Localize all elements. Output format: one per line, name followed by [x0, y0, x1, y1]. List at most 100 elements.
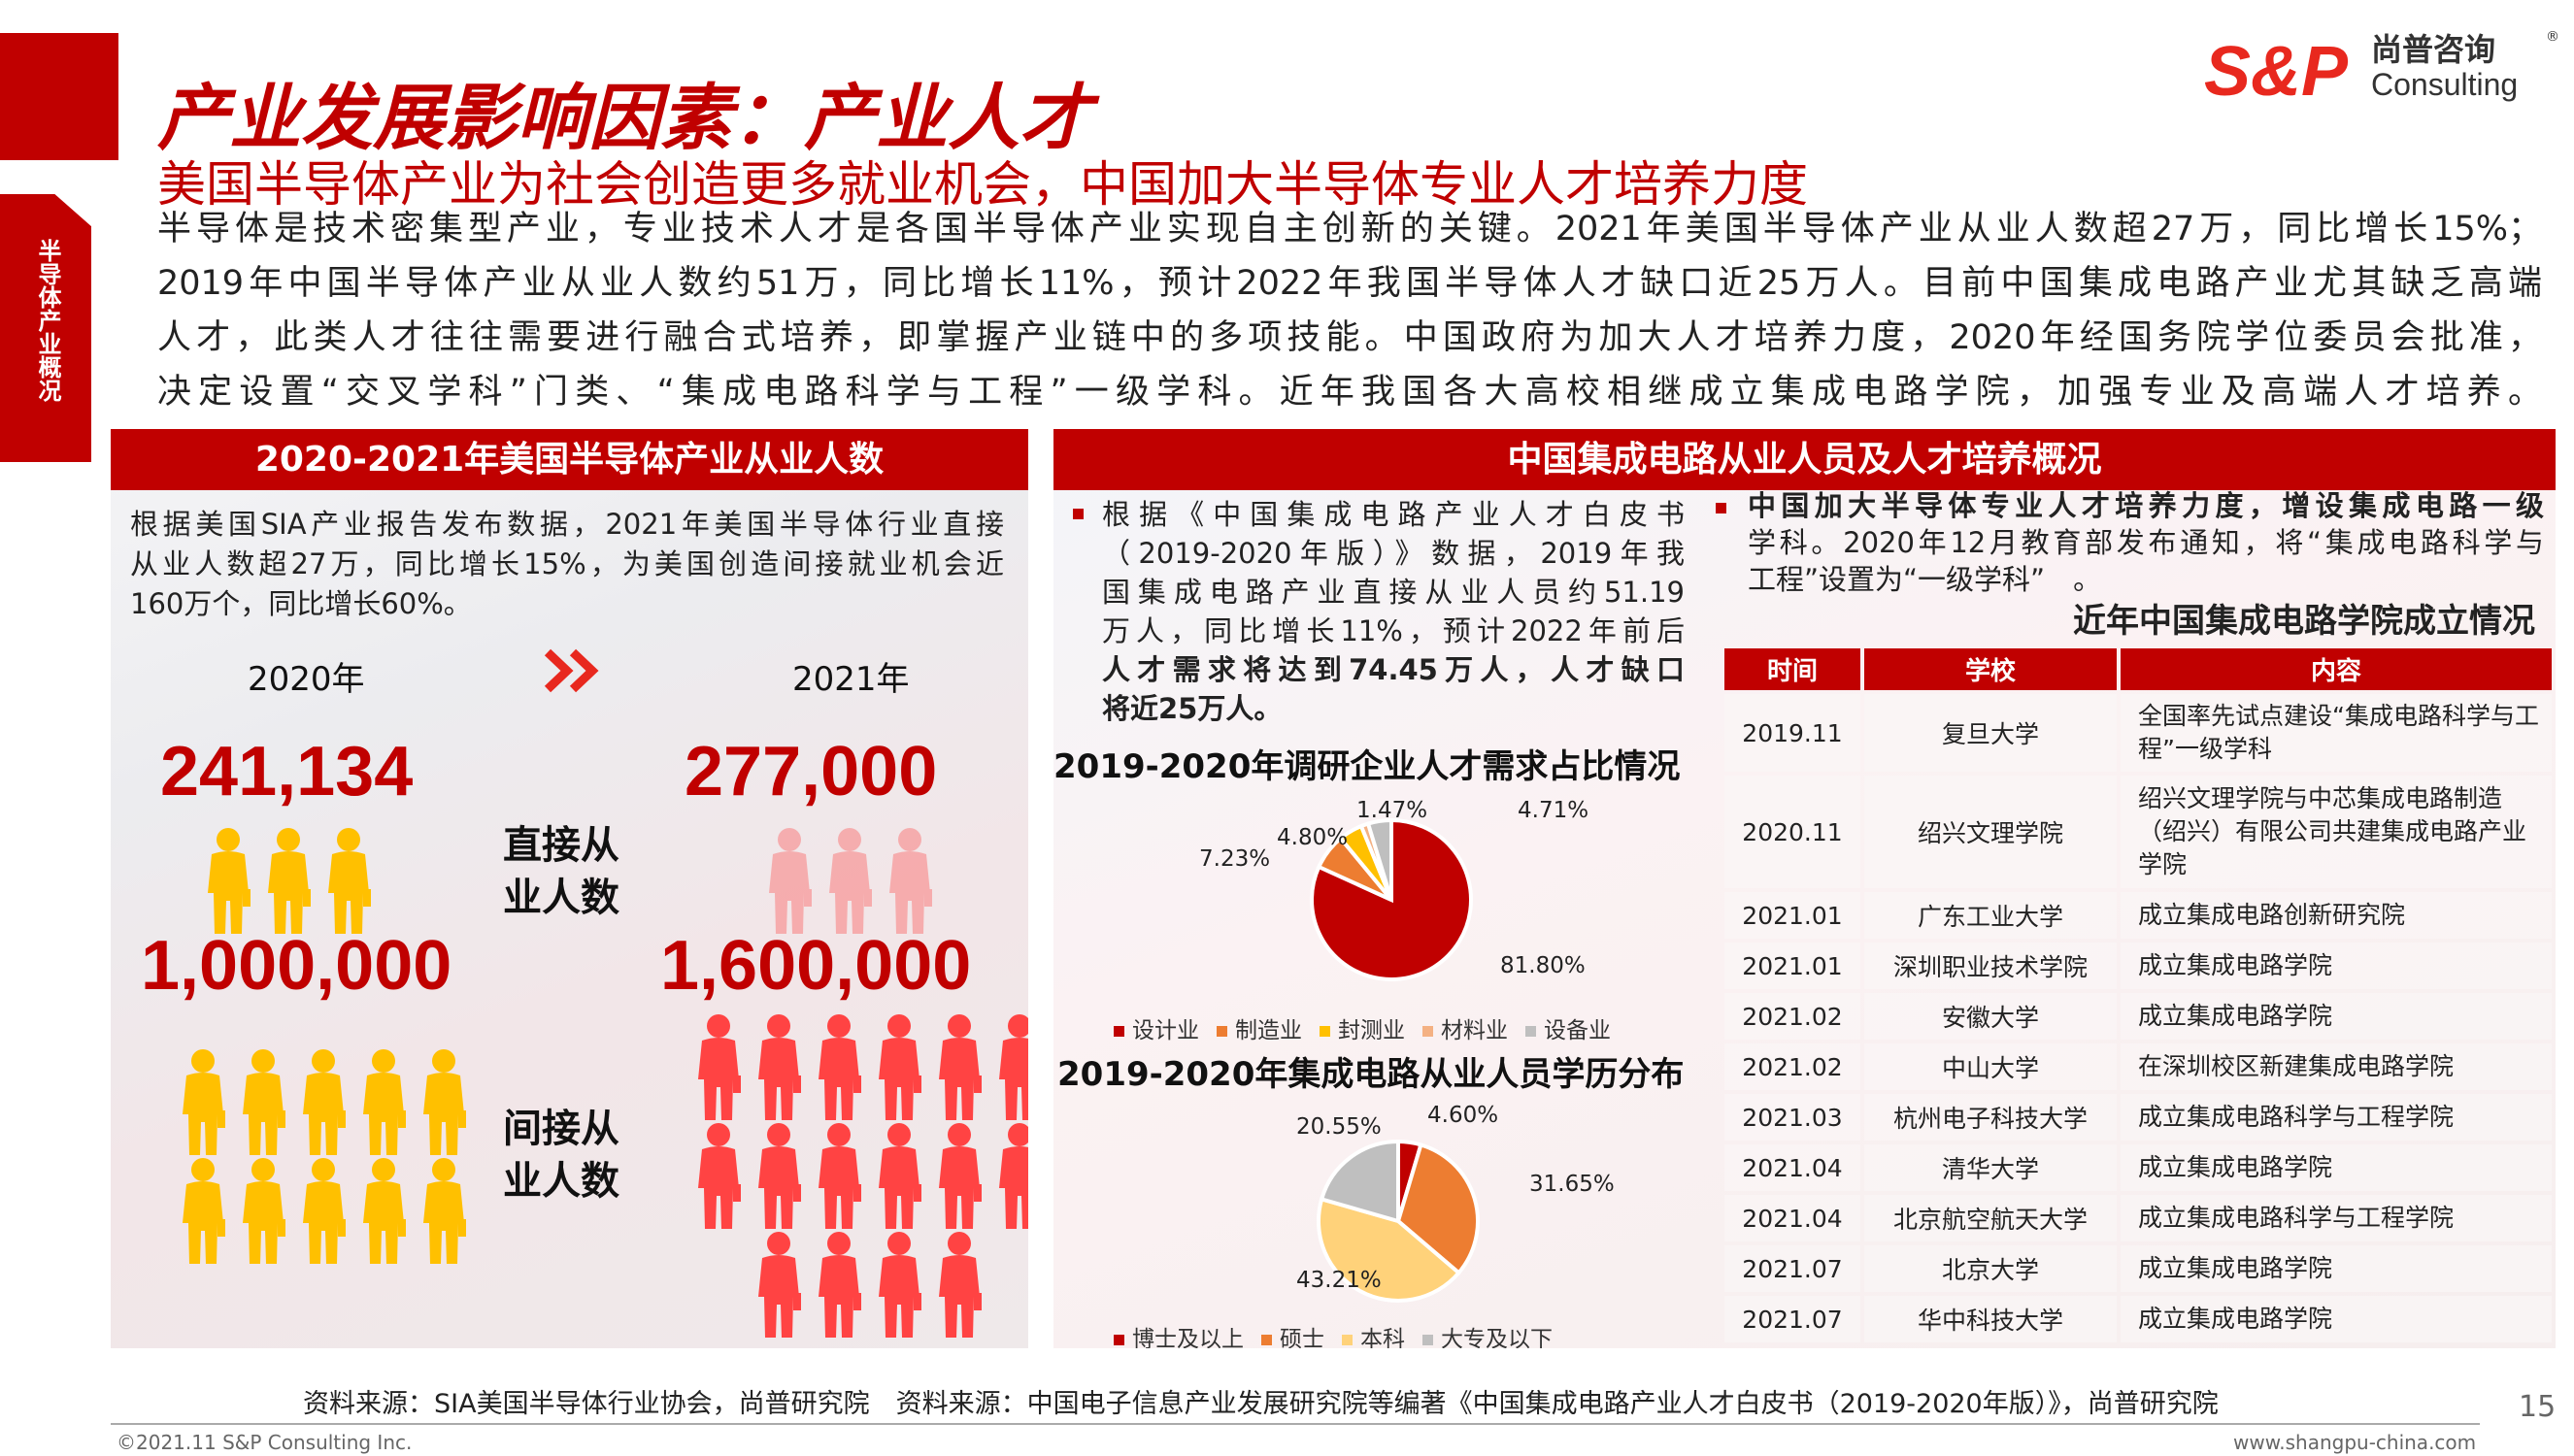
para-line: 将近25万人。	[1102, 692, 1283, 725]
year-2021-label: 2021年	[792, 660, 910, 699]
school-cell: 杭州电子科技大学	[1864, 1094, 2117, 1141]
label-line: 间接从	[503, 1107, 619, 1151]
content-cell: 成立集成电路学院	[2121, 943, 2552, 989]
person-icon	[268, 828, 311, 934]
time-cell: 2021.04	[1724, 1195, 1860, 1241]
indirect-2021-people	[685, 1011, 1028, 1338]
panel-header: 2020-2021年美国半导体产业从业人数	[111, 429, 1028, 490]
para-line: 人才需求将达到74.45万人，人才缺口	[1102, 653, 1685, 686]
chevron-right-icon	[544, 648, 602, 697]
column-header: 时间	[1724, 648, 1860, 690]
indirect-employment-label: 间接从 业人数	[503, 1103, 639, 1208]
table-row: 2021.02 安徽大学 成立集成电路学院	[1724, 993, 2552, 1040]
legend-item: 设计业	[1114, 1011, 1199, 1044]
time-cell: 2021.02	[1724, 1043, 1860, 1090]
person-icon	[819, 1123, 861, 1229]
table-row: 2020.11 绍兴文理学院 绍兴文理学院与中芯集成电路制造（绍兴）有限公司共建集成…	[1724, 776, 2552, 888]
school-cell: 深圳职业技术学院	[1864, 943, 2117, 989]
legend-label: 设计业	[1132, 1018, 1199, 1043]
person-icon	[939, 1123, 982, 1229]
content-cell: 成立集成电路科学与工程学院	[2121, 1195, 2552, 1241]
legend-swatch	[1261, 1335, 1272, 1345]
label-line: 业人数	[503, 1159, 619, 1204]
school-cell: 华中科技大学	[1864, 1296, 2117, 1342]
website-link[interactable]: www.shangpu-china.com	[2233, 1431, 2477, 1454]
legend-label: 硕士	[1280, 1327, 1324, 1348]
legend-item: 硕士	[1261, 1320, 1324, 1348]
table-row: 2021.01 广东工业大学 成立集成电路创新研究院	[1724, 892, 2552, 939]
legend-label: 本科	[1360, 1327, 1405, 1348]
legend-item: 博士及以上	[1114, 1320, 1244, 1348]
pie-data-label: 4.60%	[1427, 1103, 1498, 1128]
person-icon	[999, 1123, 1028, 1229]
content-cell: 成立集成电路科学与工程学院	[2121, 1094, 2552, 1141]
direct-2020-value: 241,134	[160, 733, 414, 811]
pie-data-label: 4.80%	[1277, 825, 1348, 850]
content-cell: 成立集成电路学院	[2121, 1296, 2552, 1342]
content-cell: 成立集成电路学院	[2121, 1144, 2552, 1191]
time-cell: 2021.07	[1724, 1296, 1860, 1342]
indirect-2020-people	[173, 1046, 484, 1264]
china-talent-description: 根据《中国集成电路产业人才白皮书 （2019-2020年版）》数据，2019年我…	[1102, 495, 1685, 728]
pie-slice-设备业	[1365, 817, 1393, 901]
column-header: 学校	[1864, 648, 2117, 690]
person-icon	[879, 1014, 921, 1120]
person-icon	[939, 1014, 982, 1120]
table-row: 2021.07 华中科技大学 成立集成电路学院	[1724, 1296, 2552, 1342]
person-icon	[303, 1158, 346, 1264]
time-cell: 2021.01	[1724, 892, 1860, 939]
legend-item: 材料业	[1422, 1011, 1508, 1044]
sp-consulting-logo: S&P 尚普咨询 Consulting ®	[2204, 27, 2563, 111]
para-line: 160万个，同比增长60%。	[130, 587, 472, 620]
person-icon	[879, 1123, 921, 1229]
time-cell: 2021.03	[1724, 1094, 1860, 1141]
content-cell: 成立集成电路学院	[2121, 1245, 2552, 1292]
person-icon	[758, 1232, 801, 1338]
table-row: 2021.07 北京大学 成立集成电路学院	[1724, 1245, 2552, 1292]
us-employment-description: 根据美国SIA产业报告发布数据，2021年美国半导体行业直接 从业人数超27万，…	[130, 505, 1004, 624]
person-icon	[819, 1232, 861, 1338]
person-icon	[939, 1232, 982, 1338]
us-employment-panel: 2020-2021年美国半导体产业从业人数 根据美国SIA产业报告发布数据，20…	[111, 429, 1028, 1348]
indirect-2020-value: 1,000,000	[141, 927, 452, 1005]
pie-slice-大专及以下	[1319, 1139, 1400, 1224]
page-number: 15	[2519, 1390, 2557, 1424]
table-header-row: 时间 学校 内容	[1724, 648, 2552, 690]
legend-item: 大专及以下	[1422, 1320, 1553, 1348]
school-cell: 安徽大学	[1864, 993, 2117, 1040]
person-icon	[183, 1158, 225, 1264]
table-row: 2021.02 中山大学 在深圳校区新建集成电路学院	[1724, 1043, 2552, 1090]
table-row: 2021.04 清华大学 成立集成电路学院	[1724, 1144, 2552, 1191]
person-icon	[819, 1014, 861, 1120]
school-cell: 北京航空航天大学	[1864, 1195, 2117, 1241]
person-icon	[328, 828, 371, 934]
school-cell: 清华大学	[1864, 1144, 2117, 1191]
indirect-2021-value: 1,600,000	[660, 927, 972, 1005]
pie-data-label: 43.21%	[1296, 1268, 1382, 1293]
direct-employment-label: 直接从 业人数	[503, 819, 639, 924]
time-cell: 2021.04	[1724, 1144, 1860, 1191]
person-icon	[698, 1014, 741, 1120]
svg-text:Consulting: Consulting	[2371, 67, 2518, 102]
legend-label: 制造业	[1235, 1018, 1302, 1043]
panel-header: 中国集成电路从业人员及人才培养概况	[1053, 429, 2556, 490]
para-line: 中国加大半导体专业人才培养力度，增设集成电路一级	[1748, 489, 2544, 522]
table-row: 2019.11 复旦大学 全国率先试点建设“集成电路科学与工程”一级学科	[1724, 694, 2552, 772]
legend-swatch	[1342, 1335, 1353, 1345]
section-tab-label: 半导体产业概况	[34, 239, 61, 402]
intro-paragraph: 半导体是技术密集型产业，专业技术人才是各国半导体产业实现自主创新的关键。2021…	[157, 202, 2542, 419]
page-subtitle: 美国半导体产业为社会创造更多就业机会，中国加大半导体专业人才培养力度	[157, 156, 1808, 213]
pie-data-label: 7.23%	[1199, 846, 1270, 872]
direct-2020-people	[198, 825, 392, 934]
pie-slice-硕士	[1395, 1142, 1480, 1276]
section-tab[interactable]: 半导体产业概况	[0, 194, 91, 462]
para-line: （2019-2020年版）》数据，2019年我	[1102, 537, 1685, 570]
label-line: 直接从	[503, 823, 619, 868]
year-2020-label: 2020年	[248, 660, 365, 699]
para-line: 根据美国SIA产业报告发布数据，2021年美国半导体行业直接	[130, 508, 1004, 541]
person-icon	[208, 828, 251, 934]
intro-line: 半导体是技术密集型产业，专业技术人才是各国半导体产业实现自主创新的关键。2021…	[157, 210, 2542, 248]
direct-2021-value: 277,000	[685, 733, 938, 811]
para-line: 根据《中国集成电路产业人才白皮书	[1102, 498, 1685, 531]
china-talent-panel: 中国集成电路从业人员及人才培养概况 根据《中国集成电路产业人才白皮书 （2019…	[1053, 429, 2556, 1348]
